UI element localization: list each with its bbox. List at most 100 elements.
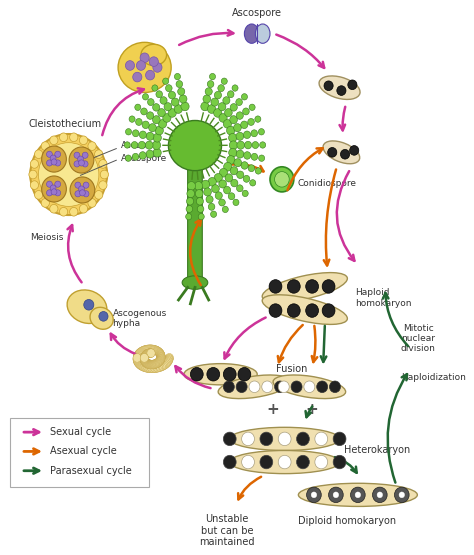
Circle shape (51, 189, 57, 195)
Circle shape (236, 381, 247, 392)
Circle shape (133, 352, 141, 361)
Circle shape (245, 142, 252, 149)
Circle shape (250, 180, 256, 186)
Circle shape (307, 487, 321, 503)
Circle shape (153, 63, 162, 72)
Circle shape (165, 85, 172, 92)
Circle shape (155, 357, 163, 366)
Circle shape (236, 112, 243, 119)
Circle shape (260, 432, 273, 446)
Circle shape (83, 191, 89, 197)
Circle shape (153, 148, 161, 157)
Circle shape (255, 116, 261, 122)
Circle shape (134, 358, 142, 367)
Circle shape (35, 150, 43, 159)
Circle shape (156, 350, 164, 359)
Circle shape (151, 346, 159, 354)
Circle shape (236, 150, 244, 158)
Circle shape (82, 152, 88, 158)
Circle shape (30, 181, 38, 189)
Circle shape (146, 364, 154, 372)
Circle shape (174, 105, 182, 113)
Circle shape (152, 85, 158, 91)
Circle shape (151, 364, 160, 372)
Circle shape (153, 115, 160, 124)
Circle shape (146, 112, 154, 119)
Circle shape (79, 204, 88, 213)
Circle shape (70, 177, 95, 203)
Circle shape (95, 190, 103, 199)
Circle shape (214, 92, 221, 99)
Circle shape (147, 364, 155, 373)
Circle shape (291, 381, 302, 392)
Circle shape (241, 162, 248, 169)
Circle shape (165, 354, 173, 362)
Circle shape (244, 131, 251, 139)
Circle shape (132, 153, 139, 160)
Circle shape (144, 359, 152, 368)
Circle shape (278, 455, 291, 469)
Circle shape (78, 156, 83, 162)
Circle shape (207, 367, 219, 381)
Circle shape (134, 357, 142, 366)
Circle shape (315, 455, 328, 469)
Circle shape (153, 104, 160, 111)
Circle shape (181, 102, 189, 111)
Ellipse shape (182, 276, 208, 289)
Circle shape (163, 114, 171, 122)
Circle shape (162, 360, 170, 368)
Circle shape (100, 170, 109, 179)
Circle shape (144, 350, 152, 358)
Circle shape (126, 60, 135, 70)
Circle shape (99, 160, 107, 168)
Circle shape (187, 181, 195, 190)
Text: Ascospore: Ascospore (121, 154, 167, 163)
Circle shape (248, 118, 255, 125)
Circle shape (38, 143, 99, 206)
Circle shape (146, 349, 155, 357)
Circle shape (287, 280, 300, 293)
Circle shape (141, 108, 147, 115)
Circle shape (237, 185, 243, 191)
Circle shape (242, 190, 248, 196)
Circle shape (140, 363, 148, 371)
Circle shape (59, 133, 68, 142)
Circle shape (59, 208, 68, 216)
Circle shape (149, 345, 157, 354)
Circle shape (191, 367, 203, 381)
Ellipse shape (141, 44, 166, 65)
Circle shape (287, 304, 300, 317)
Text: Mitotic
nuclear
division: Mitotic nuclear division (401, 324, 436, 354)
Circle shape (134, 352, 142, 360)
Ellipse shape (245, 24, 259, 43)
Circle shape (148, 345, 156, 354)
Circle shape (142, 359, 151, 367)
Circle shape (241, 94, 247, 100)
Circle shape (137, 361, 145, 370)
Circle shape (153, 141, 161, 150)
Ellipse shape (262, 295, 347, 325)
Circle shape (136, 360, 144, 369)
Circle shape (147, 345, 155, 354)
Circle shape (156, 91, 163, 98)
Circle shape (249, 381, 260, 392)
Circle shape (140, 53, 149, 63)
Circle shape (133, 354, 141, 362)
Circle shape (131, 142, 138, 149)
Circle shape (348, 80, 357, 89)
Circle shape (146, 150, 154, 158)
Circle shape (143, 345, 151, 354)
Circle shape (260, 142, 266, 148)
Circle shape (46, 181, 53, 187)
Circle shape (154, 359, 162, 367)
Circle shape (35, 190, 43, 199)
Circle shape (230, 104, 237, 111)
Circle shape (161, 360, 169, 369)
Circle shape (144, 345, 152, 354)
Circle shape (241, 121, 248, 129)
Ellipse shape (273, 375, 346, 398)
Circle shape (215, 192, 222, 199)
Circle shape (198, 214, 204, 220)
Circle shape (140, 356, 149, 365)
Circle shape (208, 203, 215, 210)
